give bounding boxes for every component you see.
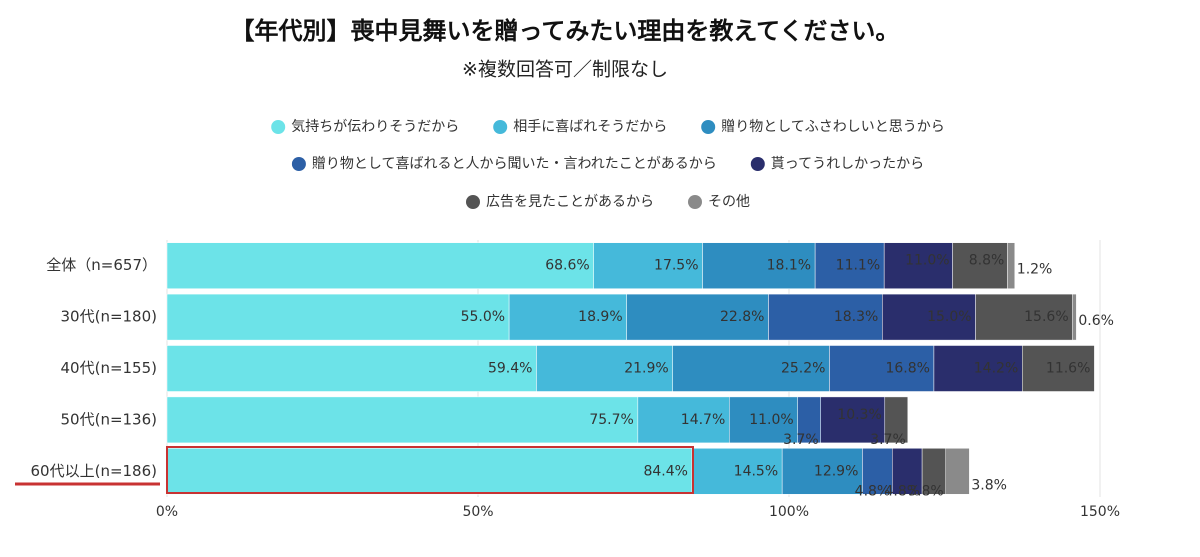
- value-label: 11.1%: [836, 258, 880, 274]
- legend-swatch: [291, 157, 306, 171]
- value-label: 21.9%: [624, 361, 668, 377]
- bar-segment: [166, 448, 693, 495]
- bars: [166, 242, 1095, 495]
- value-label: 14.5%: [734, 463, 778, 479]
- chart-title: 【年代別】喪中見舞いを贈ってみたい理由を教えてください。: [231, 17, 900, 45]
- value-label: 15.0%: [927, 309, 971, 325]
- value-label: 10.3%: [837, 407, 881, 423]
- bar-segment: [952, 242, 1008, 289]
- bar-segment: [892, 448, 923, 495]
- legend-swatch: [701, 120, 716, 134]
- bar-segment: [637, 396, 730, 444]
- bar-segment: [1072, 293, 1077, 341]
- bar-segment: [829, 345, 935, 392]
- bar-segment: [933, 345, 1023, 392]
- legend-text: 贈り物としてふさわしいと思うから: [721, 119, 945, 135]
- value-label: 15.6%: [1024, 309, 1068, 325]
- bar-segment: [883, 242, 953, 289]
- bar-segment: [508, 293, 627, 341]
- bar-segment: [820, 396, 886, 444]
- legend-item: 贈り物としてふさわしいと思うから: [701, 119, 945, 135]
- bar-segment: [1007, 242, 1016, 289]
- legend-item: 贈り物として喜ばれると人から聞いた・言われたことがあるから: [291, 156, 717, 172]
- bar-segment: [975, 293, 1073, 341]
- bar-segment: [884, 396, 909, 444]
- category-label: 30代(n=180): [61, 308, 158, 326]
- legend-text: その他: [708, 194, 750, 210]
- bar-segment: [166, 242, 594, 289]
- bar-segment: [862, 448, 893, 495]
- legend-swatch: [750, 157, 765, 171]
- legend-text: 相手に喜ばれそうだから: [513, 119, 667, 135]
- category-label: 40代(n=155): [61, 359, 158, 377]
- value-label: 18.1%: [767, 258, 811, 274]
- value-label: 22.8%: [720, 309, 764, 325]
- value-label: 14.2%: [974, 361, 1018, 377]
- bar-segment: [814, 242, 885, 289]
- category-label: 60代以上(n=186): [31, 462, 158, 480]
- legend-item: 気持ちが伝わりそうだから: [271, 119, 459, 135]
- bar-segment: [166, 345, 537, 392]
- bar-segment: [1022, 345, 1095, 392]
- value-label: 3.8%: [971, 477, 1007, 493]
- value-label: 17.5%: [654, 258, 698, 274]
- value-label: 11.6%: [1046, 361, 1090, 377]
- value-label: 3.7%: [870, 432, 906, 448]
- x-tick-label: 50%: [462, 504, 493, 520]
- x-tick-label: 100%: [769, 504, 809, 520]
- value-label: 3.7%: [783, 432, 819, 448]
- x-tick-label: 0%: [156, 504, 178, 520]
- value-label: 12.9%: [814, 463, 858, 479]
- legend-text: 気持ちが伝わりそうだから: [291, 119, 459, 135]
- legend-item: 広告を見たことがあるから: [466, 194, 654, 210]
- legend: 気持ちが伝わりそうだから 相手に喜ばれそうだから 贈り物としてふさわしいと思うから贈…: [271, 119, 945, 210]
- legend-swatch: [493, 120, 508, 134]
- category-label: 全体（n=657）: [46, 256, 157, 274]
- value-label: 4.8%: [885, 483, 921, 499]
- bar-segment: [768, 293, 883, 341]
- bar-segment: [781, 448, 863, 495]
- legend-item: その他: [688, 194, 750, 210]
- value-label: 14.7%: [681, 412, 725, 428]
- value-label: 11.0%: [749, 412, 793, 428]
- value-label: 55.0%: [461, 309, 505, 325]
- legend-swatch: [271, 120, 286, 134]
- legend-item: 貰ってうれしかったから: [750, 156, 924, 172]
- bar-segment: [536, 345, 673, 392]
- value-label: 59.4%: [488, 361, 532, 377]
- value-label: 8.8%: [969, 253, 1005, 269]
- x-tick-label: 150%: [1080, 504, 1120, 520]
- legend-swatch: [466, 195, 480, 209]
- bar-segment: [166, 293, 510, 341]
- bar-segment: [729, 396, 798, 444]
- legend-text: 贈り物として喜ばれると人から聞いた・言われたことがあるから: [312, 156, 717, 172]
- value-label: 25.2%: [781, 361, 825, 377]
- value-label: 1.2%: [1017, 262, 1053, 278]
- bar-segment: [593, 242, 703, 289]
- legend-item: 相手に喜ばれそうだから: [493, 119, 667, 135]
- bar-segment: [882, 293, 976, 341]
- category-label: 50代(n=136): [61, 410, 158, 428]
- labels: 全体（n=657） 68.6% 17.5% 18.1% 11.1% 11.0% 8.8% 1.…: [31, 253, 1114, 500]
- value-label: 16.8%: [885, 361, 929, 377]
- bar-segment: [945, 448, 970, 495]
- highlight-box: [166, 446, 694, 494]
- value-label: 84.4%: [643, 463, 687, 479]
- value-label: 75.7%: [589, 412, 633, 428]
- value-label: 68.6%: [545, 258, 589, 274]
- legend-swatch: [688, 195, 702, 209]
- value-label: 18.3%: [834, 309, 878, 325]
- bar-segment: [166, 396, 639, 444]
- value-label: 3.8%: [908, 483, 944, 499]
- value-label: 4.8%: [855, 483, 891, 499]
- bar-segment: [672, 345, 830, 392]
- legend-text: 貰ってうれしかったから: [771, 156, 924, 172]
- chart-subtitle: ※複数回答可／制限なし: [462, 59, 668, 81]
- legend-text: 広告を見たことがあるから: [486, 194, 654, 210]
- value-label: 18.9%: [578, 309, 622, 325]
- value-label: 0.6%: [1078, 313, 1114, 329]
- value-label: 11.0%: [905, 253, 949, 269]
